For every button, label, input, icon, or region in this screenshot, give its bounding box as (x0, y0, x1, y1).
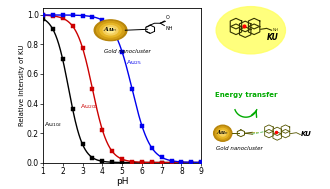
Text: Au$_n$: Au$_n$ (103, 25, 118, 34)
Text: Au$_{102}$: Au$_{102}$ (44, 120, 62, 129)
Text: KU: KU (301, 131, 312, 137)
Ellipse shape (217, 129, 228, 138)
Ellipse shape (219, 130, 226, 136)
Ellipse shape (94, 20, 127, 41)
Ellipse shape (103, 26, 118, 35)
Text: Au$_{200}$: Au$_{200}$ (80, 102, 98, 111)
X-axis label: pH: pH (116, 177, 128, 186)
Text: KU: KU (267, 33, 279, 42)
Y-axis label: Relative Intensity of KU: Relative Intensity of KU (19, 44, 25, 126)
Text: Energy transfer: Energy transfer (214, 92, 277, 98)
Ellipse shape (100, 23, 121, 37)
Text: Au$_{25}$: Au$_{25}$ (126, 58, 142, 67)
Ellipse shape (97, 21, 124, 39)
Ellipse shape (107, 28, 115, 33)
Text: Au$_n$: Au$_n$ (216, 128, 229, 137)
Text: NH: NH (165, 26, 173, 31)
Text: O: O (166, 15, 169, 20)
Ellipse shape (216, 7, 285, 54)
Ellipse shape (214, 125, 232, 141)
Text: NH: NH (272, 28, 278, 32)
Text: Gold nanocluster: Gold nanocluster (216, 146, 263, 151)
Text: Gold nanocluster: Gold nanocluster (104, 49, 150, 53)
Ellipse shape (215, 127, 230, 140)
